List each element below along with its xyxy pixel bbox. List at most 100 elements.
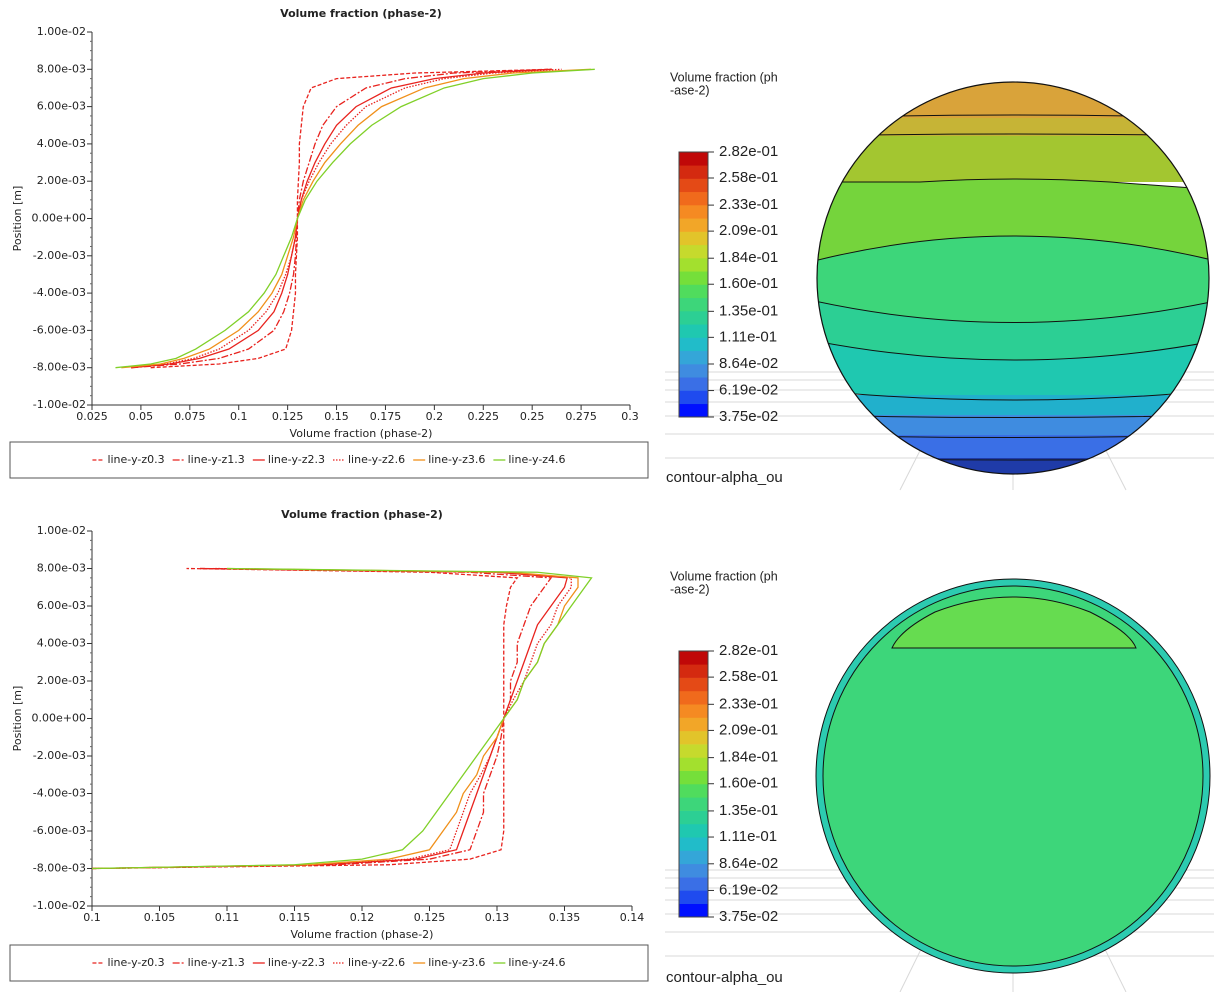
series-line	[151, 69, 552, 367]
y-tick-label: 4.00e-03	[37, 637, 86, 650]
colorbar-band	[679, 351, 708, 365]
colorbar-band	[679, 664, 708, 678]
y-tick-label: 0.00e+00	[32, 212, 86, 225]
colorbar-label: 1.35e-01	[719, 802, 778, 819]
series-line	[92, 569, 567, 869]
y-tick-label: -6.00e-03	[33, 824, 86, 837]
chart-title: Volume fraction (phase-2)	[281, 508, 443, 521]
y-tick-label: -2.00e-03	[33, 249, 86, 262]
colorbar-band	[679, 877, 708, 891]
colorbar-band	[679, 285, 708, 299]
y-tick-label: -4.00e-03	[33, 787, 86, 800]
legend-label: line-y-z2.3	[268, 453, 325, 466]
y-tick-label: 2.00e-03	[37, 174, 86, 187]
colorbar-band	[679, 258, 708, 272]
colorbar-band	[679, 152, 708, 166]
x-axis-label: Volume fraction (phase-2)	[291, 928, 434, 941]
legend-label: line-y-z4.6	[508, 956, 565, 969]
y-tick-label: -4.00e-03	[33, 286, 86, 299]
y-tick-label: 8.00e-03	[37, 562, 86, 575]
x-axis-label: Volume fraction (phase-2)	[290, 427, 433, 440]
x-tick-label: 0.075	[174, 410, 206, 423]
colorbar-band	[679, 271, 708, 285]
x-tick-label: 0.025	[76, 410, 108, 423]
colorbar-band	[679, 311, 708, 325]
series-line	[131, 69, 552, 367]
legend-label: line-y-z0.3	[107, 453, 164, 466]
legend-title: -ase-2)	[670, 83, 710, 97]
colorbar-label: 2.09e-01	[719, 222, 778, 239]
legend-title: -ase-2)	[670, 582, 710, 596]
x-tick-label: 0.175	[370, 410, 402, 423]
series-line	[92, 569, 592, 869]
x-tick-label: 0.25	[520, 410, 545, 423]
x-tick-label: 0.15	[324, 410, 349, 423]
colorbar-band	[679, 704, 708, 718]
colorbar-band	[679, 192, 708, 206]
y-tick-label: 1.00e-02	[37, 524, 86, 537]
y-tick-label: -6.00e-03	[33, 323, 86, 336]
y-axis-label: Position [m]	[11, 686, 24, 752]
legend-label: line-y-z4.6	[508, 453, 565, 466]
x-tick-label: 0.1	[230, 410, 248, 423]
colorbar-band	[679, 744, 708, 758]
colorbar-band	[679, 904, 708, 918]
colorbar-band	[679, 731, 708, 745]
colorbar-band	[679, 218, 708, 232]
series-line	[115, 69, 594, 367]
y-tick-label: -2.00e-03	[33, 749, 86, 762]
y-tick-label: -1.00e-02	[33, 899, 86, 912]
colorbar-label: 1.11e-01	[719, 328, 777, 345]
colorbar-band	[679, 837, 708, 851]
y-tick-label: 0.00e+00	[32, 712, 86, 725]
colorbar-band	[679, 324, 708, 338]
x-tick-label: 0.125	[272, 410, 304, 423]
legend-label: line-y-z3.6	[428, 453, 485, 466]
colorbar-label: 6.19e-02	[719, 382, 778, 399]
y-tick-label: 6.00e-03	[37, 100, 86, 113]
y-axis-label: Position [m]	[11, 186, 24, 252]
legend-label: line-y-z2.3	[268, 956, 325, 969]
x-tick-label: 0.05	[129, 410, 154, 423]
colorbar-band	[679, 245, 708, 259]
x-tick-label: 0.13	[485, 911, 510, 924]
x-tick-label: 0.14	[620, 911, 645, 924]
colorbar-band	[679, 824, 708, 838]
x-tick-label: 0.3	[621, 410, 639, 423]
colorbar-band	[679, 718, 708, 732]
x-tick-label: 0.2	[426, 410, 444, 423]
colorbar-band	[679, 784, 708, 798]
y-tick-label: -8.00e-03	[33, 361, 86, 374]
colorbar-band	[679, 691, 708, 705]
y-tick-label: 6.00e-03	[37, 599, 86, 612]
y-tick-label: 8.00e-03	[37, 62, 86, 75]
colorbar-band	[679, 757, 708, 771]
legend-label: line-y-z2.6	[348, 453, 405, 466]
colorbar-band	[679, 890, 708, 904]
chart-title: Volume fraction (phase-2)	[280, 7, 442, 20]
colorbar-label: 3.75e-02	[719, 408, 778, 425]
colorbar-band	[679, 377, 708, 391]
x-tick-label: 0.135	[549, 911, 581, 924]
legend-label: line-y-z3.6	[428, 956, 485, 969]
colorbar-band	[679, 391, 708, 405]
x-tick-label: 0.12	[350, 911, 375, 924]
colorbar-band	[679, 205, 708, 219]
colorbar-band	[679, 678, 708, 692]
colorbar-band	[679, 651, 708, 665]
colorbar-label: 1.84e-01	[719, 749, 778, 766]
legend-label: line-y-z0.3	[107, 956, 164, 969]
legend-title: Volume fraction (ph	[670, 569, 778, 583]
contour-name: contour-alpha_ou	[666, 469, 783, 486]
y-tick-label: -8.00e-03	[33, 862, 86, 875]
series-line	[121, 69, 591, 367]
colorbar-band	[679, 864, 708, 878]
colorbar-label: 1.60e-01	[719, 275, 778, 292]
colorbar-label: 2.09e-01	[719, 721, 778, 738]
colorbar-band	[679, 179, 708, 193]
colorbar-label: 8.64e-02	[719, 855, 778, 872]
colorbar-band	[679, 364, 708, 378]
colorbar-label: 1.35e-01	[719, 302, 778, 319]
y-tick-label: 4.00e-03	[37, 137, 86, 150]
colorbar-label: 2.82e-01	[719, 143, 778, 160]
